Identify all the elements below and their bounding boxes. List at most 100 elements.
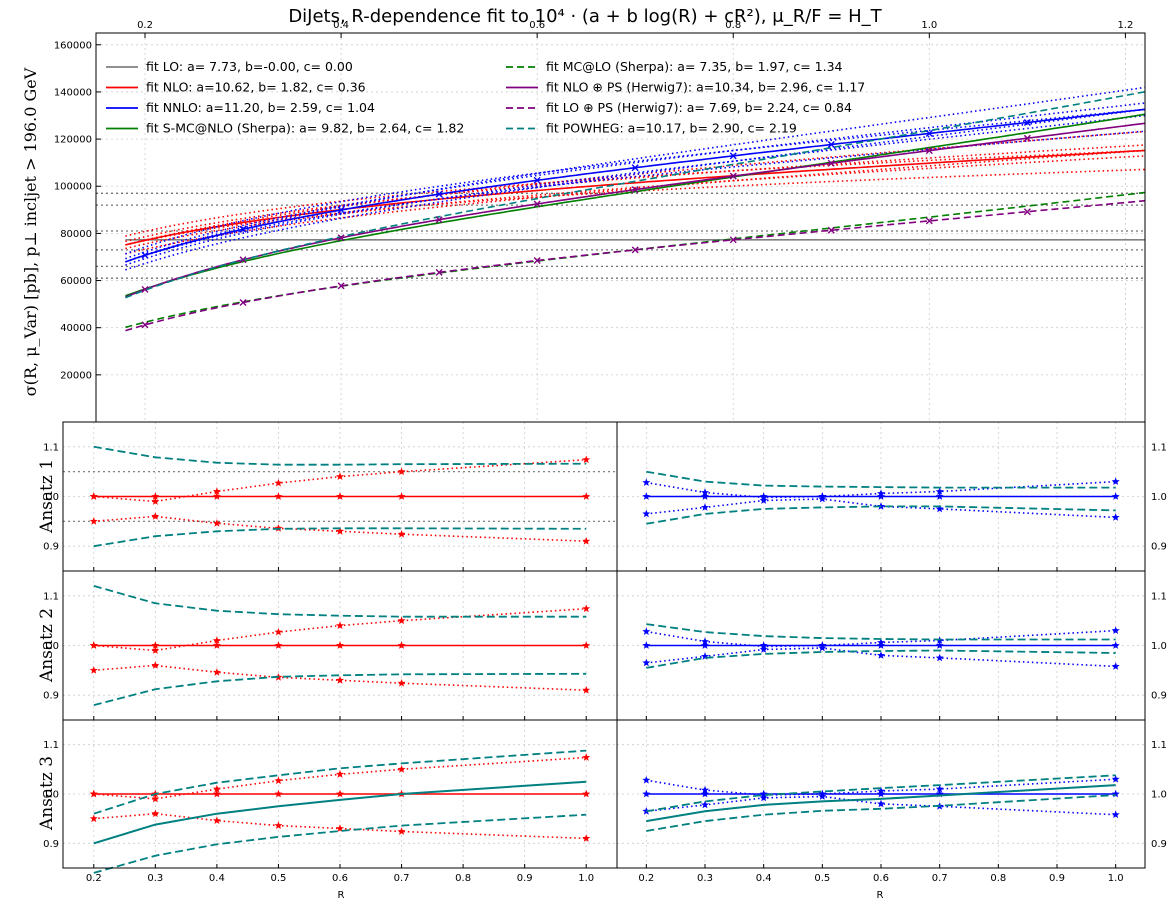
ratio-star-down xyxy=(212,668,221,676)
ratio-star-down xyxy=(151,809,160,818)
ratio-x-tick-label: 0.4 xyxy=(209,873,225,884)
ratio-star-down xyxy=(1111,810,1120,819)
series-variation-2 xyxy=(125,114,1146,266)
data-marker xyxy=(533,257,541,265)
ratio-y-tick-label-left: 0.9 xyxy=(43,691,59,702)
ratio-star-down xyxy=(151,512,160,520)
ratio-star-nominal xyxy=(935,641,944,649)
ratio-star-nominal xyxy=(1111,789,1120,798)
ratio-star-up xyxy=(582,455,591,464)
ratio-star-up xyxy=(1111,477,1120,485)
legend-label-7: fit POWHEG: a=10.17, b= 2.90, c= 2.19 xyxy=(546,121,797,136)
legend-label-5: fit NLO ⊕ PS (Herwig7): a=10.34, b= 2.96… xyxy=(546,80,865,95)
ratio-row-label-2: Ansatz 2 xyxy=(37,608,57,683)
ratio-x-tick-label: 0.7 xyxy=(394,873,410,884)
legend-label-6: fit LO ⊕ PS (Herwig7): a= 7.69, b= 2.24,… xyxy=(546,100,852,115)
ratio-star-up xyxy=(151,646,160,654)
ratio-star-up xyxy=(274,776,283,785)
data-marker xyxy=(827,159,835,167)
ratio-star-nominal xyxy=(935,789,944,798)
data-marker xyxy=(1023,208,1031,216)
ratio-star-down xyxy=(759,496,768,504)
data-marker xyxy=(925,147,933,155)
ratio-star-nominal xyxy=(701,641,709,649)
ratio-y-tick-label-right: 1.0 xyxy=(1151,790,1167,801)
ratio-star-up xyxy=(935,487,944,495)
ratio-star-up xyxy=(582,604,591,613)
ratio-x-tick-label: 0.3 xyxy=(147,873,163,884)
ratio-star-up xyxy=(701,785,709,794)
ratio-star-up xyxy=(1111,626,1120,634)
ratio-x-tick-label: 0.2 xyxy=(638,873,654,884)
ratio-band-mid xyxy=(646,784,1116,823)
data-marker xyxy=(827,141,835,149)
ratio-star-down xyxy=(397,530,406,538)
ratio-star-nominal xyxy=(935,492,944,500)
top-x-tick-label: 0.8 xyxy=(725,20,741,31)
ratio-x-tick-label: 1.0 xyxy=(1108,873,1124,884)
top-x-tick-label: 0.6 xyxy=(529,20,545,31)
series-line-6 xyxy=(125,199,1146,332)
ratio-star-down xyxy=(701,503,709,511)
ratio-band-mid xyxy=(93,780,587,845)
ratio-x-tick-label: 0.6 xyxy=(332,873,348,884)
ratio-x-tick-label: 1.0 xyxy=(578,873,594,884)
ratio-star-nominal xyxy=(89,789,98,798)
y-axis-label: σ(R, μ_Var) [pb], p⊥ incljet > 196.0 GeV xyxy=(21,67,40,396)
ratio-star-nominal xyxy=(89,492,98,500)
ratio-star-nominal xyxy=(1111,641,1120,649)
ratio-star-down xyxy=(877,651,885,659)
y-tick-label: 80000 xyxy=(60,229,92,240)
ratio-star-down xyxy=(336,824,344,832)
ratio-star-nominal xyxy=(701,789,709,798)
series-variation-1 xyxy=(125,144,1146,243)
y-tick-label: 140000 xyxy=(54,87,92,98)
ratio-star-up xyxy=(1111,775,1120,783)
ratio-x-tick-label: 0.6 xyxy=(873,873,889,884)
ratio-x-tick-label: 0.8 xyxy=(990,873,1006,884)
ratio-star-nominal xyxy=(759,492,768,500)
ratio-star-nominal xyxy=(642,492,651,500)
ratio-x-tick-label: 0.8 xyxy=(455,873,471,884)
ratio-star-down xyxy=(818,494,827,503)
data-marker xyxy=(239,225,247,233)
ratio-star-nominal xyxy=(397,492,406,500)
data-marker xyxy=(337,234,345,242)
top-x-tick-label: 1.0 xyxy=(921,20,937,31)
ratio-x-tick-label: 0.4 xyxy=(756,873,772,884)
main-panel: 0.2 0.4 0.6 0.8 1.0 1.2 20000 40000 60000 80000 10… xyxy=(54,20,1146,423)
ratio-star-down xyxy=(582,537,591,545)
ratio-star-up xyxy=(151,497,160,505)
data-marker xyxy=(435,216,443,224)
ratio-x-tick-label: 0.5 xyxy=(270,873,286,884)
ratio-star-down xyxy=(89,814,98,823)
ratio-band-lower xyxy=(646,649,1116,669)
ratio-star-down xyxy=(818,643,827,652)
ratio-band-lower xyxy=(646,794,1116,832)
ratio-star-nominal xyxy=(212,492,221,500)
ratio-star-down xyxy=(397,827,406,835)
ratio-star-up xyxy=(701,488,709,496)
legend-label-2: fit NNLO: a=11.20, b= 2.59, c= 1.04 xyxy=(146,100,375,115)
ratio-star-down xyxy=(759,793,768,802)
ratio-band-upper xyxy=(93,749,587,815)
y-tick-label: 120000 xyxy=(54,135,92,146)
ratio-row-label-3: Ansatz 3 xyxy=(37,756,57,831)
top-x-tick-label: 0.2 xyxy=(137,20,153,31)
y-tick-label: 40000 xyxy=(60,323,92,334)
data-marker xyxy=(141,321,149,329)
ratio-star-nominal xyxy=(582,492,591,500)
ratio-star-up xyxy=(582,753,591,761)
ratio-star-down xyxy=(935,653,944,662)
ratio-star-nominal xyxy=(877,492,885,500)
ratio-star-down xyxy=(336,527,344,535)
ratio-x-tick-label: 0.9 xyxy=(1049,873,1065,884)
ratio-band-lower xyxy=(93,672,587,706)
legend-label-1: fit NLO: a=10.62, b= 1.82, c= 0.36 xyxy=(146,80,366,95)
series-line-1 xyxy=(125,149,1146,246)
ratio-star-down xyxy=(274,821,283,829)
ratio-star-down xyxy=(1111,513,1120,521)
data-marker xyxy=(337,206,345,214)
data-marker xyxy=(925,129,933,137)
